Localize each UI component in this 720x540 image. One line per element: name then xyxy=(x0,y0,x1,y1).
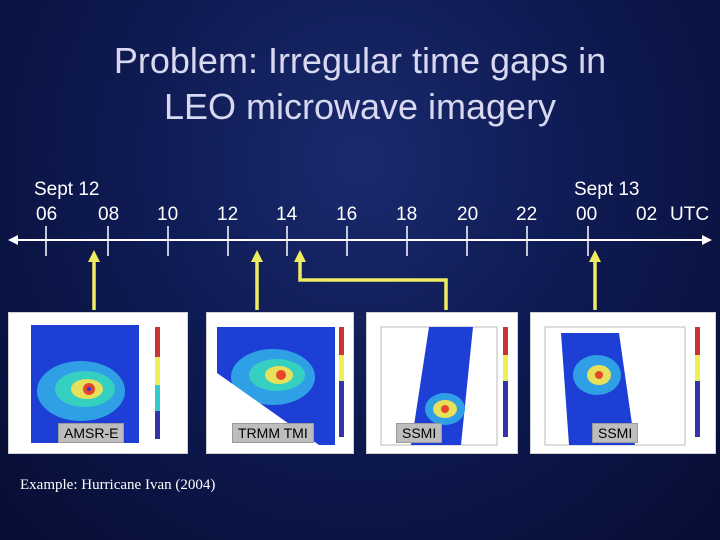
hour-label: 16 xyxy=(336,204,358,225)
hour-label: 18 xyxy=(396,204,418,225)
title-line-2: LEO microwave imagery xyxy=(163,86,557,127)
timeline-axis xyxy=(8,235,712,245)
example-caption: Example: Hurricane Ivan (2004) xyxy=(20,477,216,493)
date-label-start: Sept 12 xyxy=(34,179,100,200)
left-arrowhead-icon xyxy=(8,235,18,245)
connector-ssmi-1 xyxy=(298,262,448,310)
sensor-label: SSMI xyxy=(396,423,443,443)
sensor-label: AMSR-E xyxy=(58,423,125,443)
date-label-end: Sept 13 xyxy=(574,179,640,200)
hour-label: 20 xyxy=(457,204,479,225)
hour-label: 06 xyxy=(36,204,58,225)
hour-label: 08 xyxy=(98,204,120,225)
timeline-ticks xyxy=(45,226,589,256)
time-connectors xyxy=(88,250,601,310)
hour-label: 10 xyxy=(157,204,179,225)
hour-label: 12 xyxy=(217,204,239,225)
hour-label: 00 xyxy=(576,204,598,225)
hour-label: 14 xyxy=(276,204,298,225)
sensor-label: TRMM TMI xyxy=(232,423,314,443)
sensor-label: SSMI xyxy=(592,423,639,443)
title-line-1: Problem: Irregular time gaps in xyxy=(113,40,607,81)
unit-label: UTC xyxy=(670,204,710,225)
hour-label: 02 xyxy=(636,204,658,225)
hour-label: 22 xyxy=(516,204,538,225)
right-arrowhead-icon xyxy=(702,235,712,245)
slide-title: Problem: Irregular time gaps in LEO micr… xyxy=(0,38,720,130)
